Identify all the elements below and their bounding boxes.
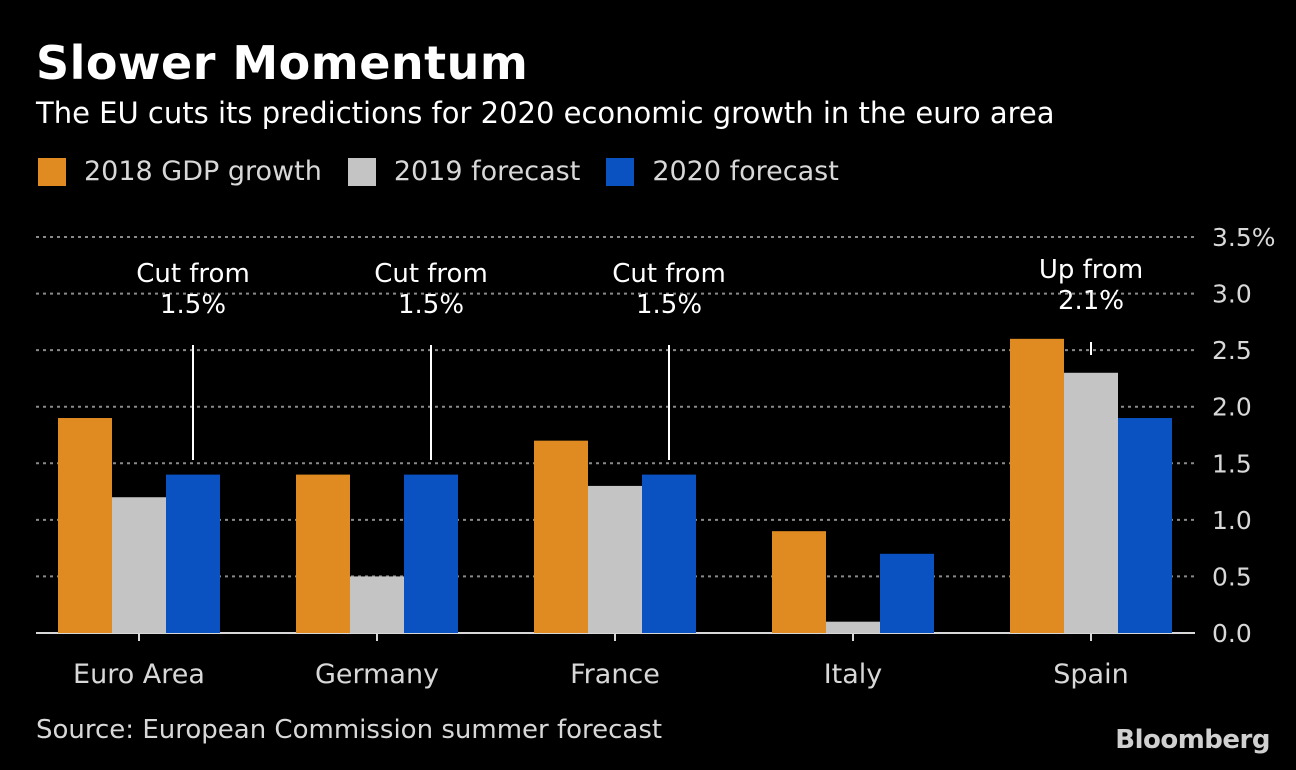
y-tick-label: 2.5 (1212, 336, 1252, 365)
y-tick-label: 1.5 (1212, 449, 1252, 478)
legend: 2018 GDP growth 2019 forecast 2020 forec… (38, 156, 865, 187)
legend-label-2019: 2019 forecast (393, 156, 581, 187)
bar-2019-forecast (588, 485, 642, 633)
bar-2020-forecast (1118, 418, 1172, 633)
x-category-label: Euro Area (73, 659, 205, 690)
annotation-text: 1.5% (398, 290, 464, 320)
annotation-text: Cut from (374, 259, 488, 289)
x-category-label: France (570, 659, 660, 690)
legend-label-2020: 2020 forecast (652, 156, 839, 187)
legend-item-2019: 2019 forecast (347, 156, 581, 187)
legend-label-2018: 2018 GDP growth (84, 156, 322, 187)
legend-item-2020: 2020 forecast (606, 156, 839, 187)
y-tick-label: 3.0 (1212, 280, 1252, 309)
legend-swatch-2018 (38, 157, 66, 186)
source-note: Source: European Commission summer forec… (36, 715, 663, 745)
annotation-text: Cut from (136, 259, 250, 289)
annotation-text: 1.5% (160, 290, 226, 320)
bar-2020-forecast (880, 553, 934, 633)
legend-swatch-2020 (606, 157, 635, 186)
annotation-text: 2.1% (1058, 286, 1124, 316)
bar-2019-forecast (112, 497, 166, 633)
y-tick-label: 3.5% (1212, 223, 1276, 252)
bar-2020-forecast (404, 474, 458, 633)
bar-2018-gdp-growth (58, 418, 112, 633)
annotation-text: 1.5% (636, 290, 702, 320)
y-tick-label: 0.5 (1212, 562, 1252, 591)
x-category-label: Italy (824, 659, 883, 690)
annotation-text: Up from (1039, 255, 1143, 285)
bar-2019-forecast (1064, 372, 1118, 633)
bar-2019-forecast (826, 621, 880, 633)
annotation-text: Cut from (612, 259, 726, 289)
y-tick-label: 1.0 (1212, 506, 1252, 535)
bar-2019-forecast (350, 576, 404, 633)
legend-item-2018: 2018 GDP growth (38, 156, 322, 187)
legend-swatch-2019 (347, 157, 376, 186)
bar-2020-forecast (642, 474, 696, 633)
x-category-label: Germany (315, 659, 439, 690)
chart-title: Slower Momentum (36, 36, 529, 90)
bloomberg-logo: Bloomberg (1115, 725, 1270, 755)
y-tick-label: 2.0 (1212, 393, 1252, 422)
chart-subtitle: The EU cuts its predictions for 2020 eco… (36, 96, 1055, 130)
bar-2018-gdp-growth (1010, 338, 1064, 633)
bar-2018-gdp-growth (296, 474, 350, 633)
bar-2018-gdp-growth (534, 440, 588, 633)
bar-2018-gdp-growth (772, 531, 826, 633)
y-tick-label: 0.0 (1212, 619, 1252, 648)
x-category-label: Spain (1053, 659, 1128, 690)
bar-2020-forecast (166, 474, 220, 633)
